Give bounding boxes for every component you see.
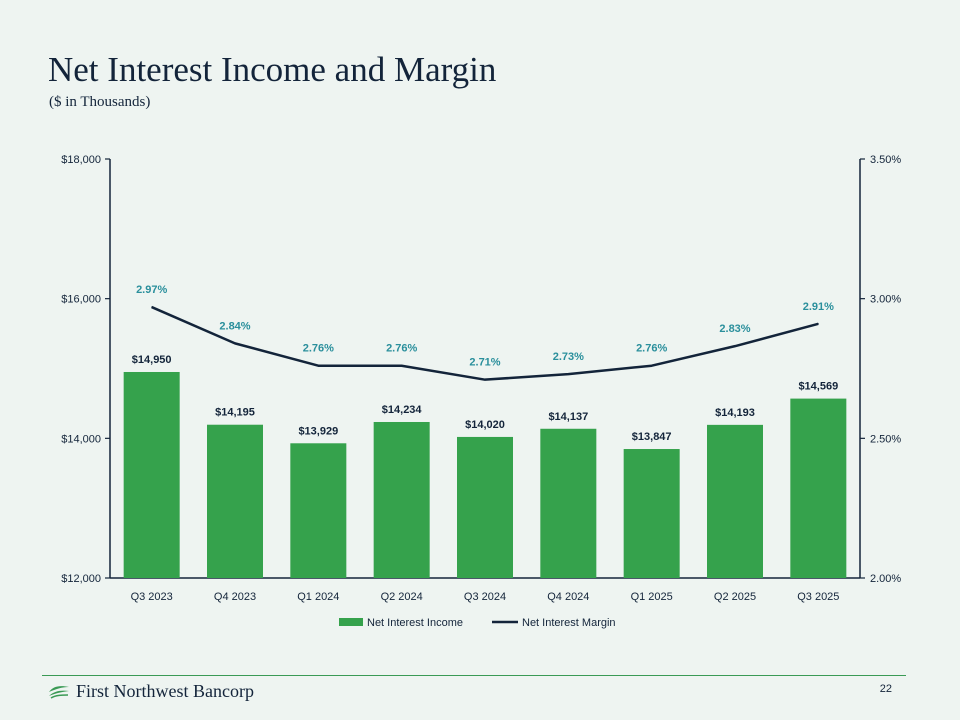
line-point xyxy=(234,342,236,344)
page-title: Net Interest Income and Margin xyxy=(48,50,497,89)
margin-value-label: 2.97% xyxy=(136,284,167,296)
bar-value-label: $13,929 xyxy=(298,425,338,437)
x-axis-tick-label: Q4 2023 xyxy=(214,591,256,603)
left-axis-tick-label: $16,000 xyxy=(61,294,101,306)
bar-value-label: $14,020 xyxy=(465,419,505,431)
line-point xyxy=(401,365,403,367)
margin-value-label: 2.83% xyxy=(719,323,750,335)
company-logo: First Northwest Bancorp xyxy=(48,680,254,702)
bar-value-label: $14,195 xyxy=(215,407,255,419)
footer-divider xyxy=(42,675,906,676)
x-axis-tick-label: Q2 2024 xyxy=(381,591,423,603)
x-axis-tick-label: Q3 2025 xyxy=(797,591,839,603)
leaf-icon xyxy=(49,686,69,699)
x-axis-tick-label: Q3 2023 xyxy=(131,591,173,603)
legend-label-income: Net Interest Income xyxy=(367,617,463,629)
bar-net-interest-income xyxy=(623,449,680,578)
margin-value-label: 2.71% xyxy=(469,357,500,369)
x-axis-tick-label: Q1 2024 xyxy=(297,591,339,603)
bar-net-interest-income xyxy=(707,424,763,578)
right-axis-tick-label: 3.00% xyxy=(870,294,901,306)
bar-net-interest-income xyxy=(540,428,597,578)
line-point xyxy=(567,373,569,375)
left-axis-tick-label: $18,000 xyxy=(61,154,101,166)
bar-net-interest-income xyxy=(790,398,847,578)
left-axis-tick-label: $12,000 xyxy=(61,573,101,585)
line-point xyxy=(817,323,819,325)
line-net-interest-margin xyxy=(151,305,819,381)
legend-layer: Net Interest Income Net Interest Margin xyxy=(339,617,616,629)
margin-value-label: 2.73% xyxy=(553,351,584,363)
right-axis-tick-label: 2.00% xyxy=(870,573,901,585)
page-subtitle: ($ in Thousands) xyxy=(49,94,151,110)
bar-value-label: $14,193 xyxy=(715,407,755,419)
company-name: First Northwest Bancorp xyxy=(76,680,254,701)
line-point xyxy=(734,345,736,347)
net-interest-chart: $12,000 $14,000 $16,000 $18,000 2.00% 2.50% 3.… xyxy=(61,154,901,629)
x-axis-tick-label: Q2 2025 xyxy=(714,591,756,603)
bar-value-label: $14,137 xyxy=(548,411,588,423)
x-axis-tick-label: Q1 2025 xyxy=(631,591,673,603)
bar-value-label: $14,569 xyxy=(798,381,838,393)
left-axis-tick-label: $14,000 xyxy=(61,433,101,445)
bar-net-interest-income xyxy=(373,421,430,578)
line-point xyxy=(651,365,653,367)
margin-value-label: 2.91% xyxy=(803,301,834,313)
page-number: 22 xyxy=(879,683,892,695)
labels-layer: $14,950 $14,195 $13,929 $14,234 $14,020 $14,1… xyxy=(132,284,838,443)
margin-value-label: 2.76% xyxy=(636,343,667,355)
margin-value-label: 2.76% xyxy=(303,343,334,355)
bar-net-interest-income xyxy=(207,424,263,578)
bar-value-label: $14,234 xyxy=(382,404,423,416)
legend-label-margin: Net Interest Margin xyxy=(522,617,616,629)
bar-net-interest-income xyxy=(457,436,513,578)
x-axis-tick-label: Q3 2024 xyxy=(464,591,506,603)
x-axis-tick-label: Q4 2024 xyxy=(547,591,589,603)
right-axis-tick-label: 3.50% xyxy=(870,154,901,166)
margin-value-label: 2.76% xyxy=(386,343,417,355)
line-point xyxy=(151,306,153,308)
margin-value-label: 2.84% xyxy=(219,320,250,332)
legend-swatch-bar xyxy=(339,618,363,626)
bar-net-interest-income xyxy=(123,371,180,578)
line-point xyxy=(317,365,319,367)
bar-value-label: $13,847 xyxy=(632,431,672,443)
bar-value-label: $14,950 xyxy=(132,354,172,366)
line-point xyxy=(484,379,486,381)
bar-net-interest-income xyxy=(290,443,347,578)
bars-layer xyxy=(123,371,847,578)
right-axis-tick-label: 2.50% xyxy=(870,433,901,445)
line-layer xyxy=(151,305,819,381)
